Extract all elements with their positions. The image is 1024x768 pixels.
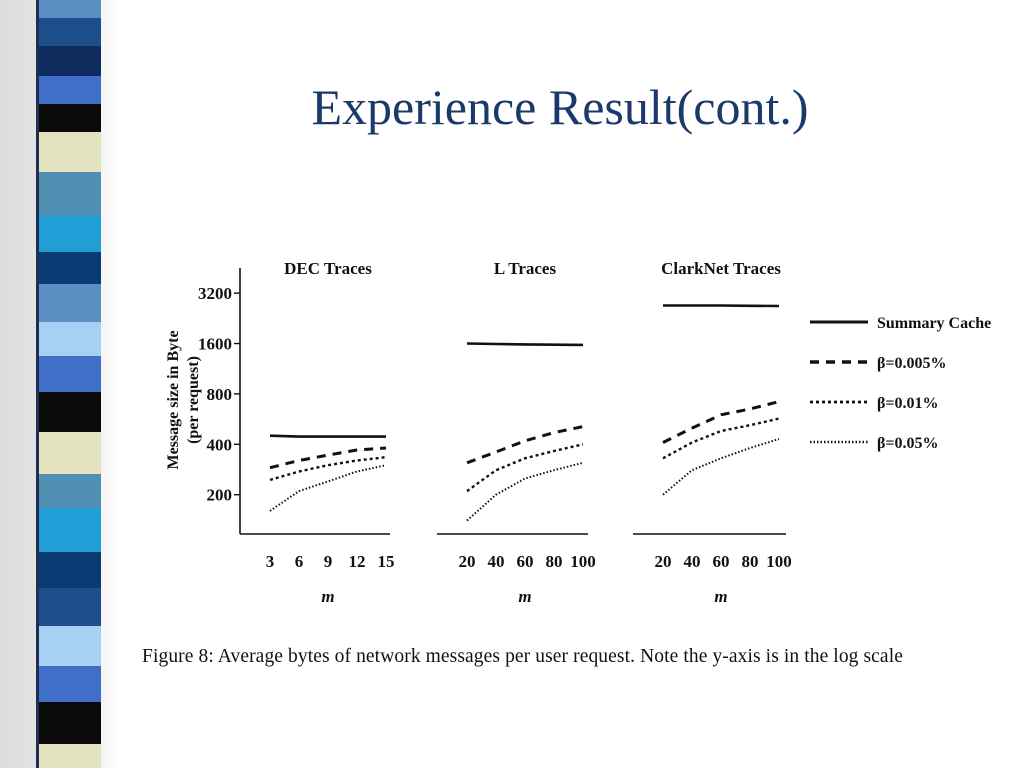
legend-label: Summary Cache [877,315,991,332]
x-tick-label: 20 [655,552,672,571]
decorative-stripe [39,626,101,666]
decorative-stripe [39,552,101,588]
x-tick-label: 9 [324,552,333,571]
legend-label: β=0.05% [877,435,939,452]
x-tick-label: 100 [766,552,792,571]
y-tick-label: 200 [207,486,233,505]
x-tick-label: 6 [295,552,304,571]
series-line [662,417,780,460]
decorative-stripe [39,76,101,104]
x-tick-label: 80 [546,552,563,571]
x-tick-label: 12 [349,552,366,571]
decorative-stripe [39,104,101,132]
decorative-stripe [39,432,101,474]
legend-label: β=0.005% [877,355,947,372]
decorative-stripe [39,46,101,76]
series-line [269,456,387,482]
panel-title: ClarkNet Traces [661,259,781,278]
y-tick-label: 3200 [198,284,232,303]
decorative-stripe [39,702,101,744]
x-axis-label: m [714,587,727,606]
y-tick-label: 400 [207,435,233,454]
decorative-stripe [39,132,101,172]
series-line [466,461,584,522]
x-tick-label: 40 [488,552,505,571]
series-line [466,425,584,465]
x-tick-label: 15 [378,552,395,571]
slide-title: Experience Result(cont.) [311,79,809,135]
y-tick-label: 800 [207,385,233,404]
decorative-stripe [39,216,101,252]
series-line [662,438,780,496]
decorative-stripe [39,172,101,216]
decorative-stripe [39,284,101,322]
chart: 200 400 800 1600 3200 Message size in Byte (pe… [165,259,991,606]
decorative-stripe [39,18,101,46]
x-tick-label: 40 [684,552,701,571]
y-axis-label: (per request) [185,356,202,444]
y-axis-label: Message size in Byte [165,330,182,469]
figure-caption: Figure 8: Average bytes of network messa… [142,646,903,667]
x-tick-label: 60 [713,552,730,571]
series-line [466,342,584,347]
decorative-stripe [39,588,101,626]
decorative-stripe [39,744,101,768]
decorative-stripe [39,474,101,508]
series-line [466,443,584,493]
series-line [269,434,386,438]
x-axis-label: m [321,587,334,606]
decorative-stripe [39,666,101,702]
series-line [269,446,387,470]
decorative-stripe [39,252,101,284]
decorative-stripe [39,356,101,392]
decorative-color-strip [36,0,101,768]
series-line [269,464,387,512]
decorative-stripe [39,392,101,432]
panel-title: L Traces [494,259,557,278]
x-tick-label: 20 [459,552,476,571]
series-line [662,400,780,444]
legend-label: β=0.01% [877,395,939,412]
x-tick-label: 100 [570,552,596,571]
decorative-stripe [39,322,101,356]
x-tick-label: 60 [517,552,534,571]
decorative-stripe [39,508,101,552]
y-tick-label: 1600 [198,335,232,354]
decorative-stripe [39,0,101,18]
decorative-side-bar [0,0,118,768]
x-tick-label: 3 [266,552,275,571]
series-line [663,304,780,308]
panel-title: DEC Traces [284,259,372,278]
x-tick-label: 80 [742,552,759,571]
x-axis-label: m [518,587,531,606]
